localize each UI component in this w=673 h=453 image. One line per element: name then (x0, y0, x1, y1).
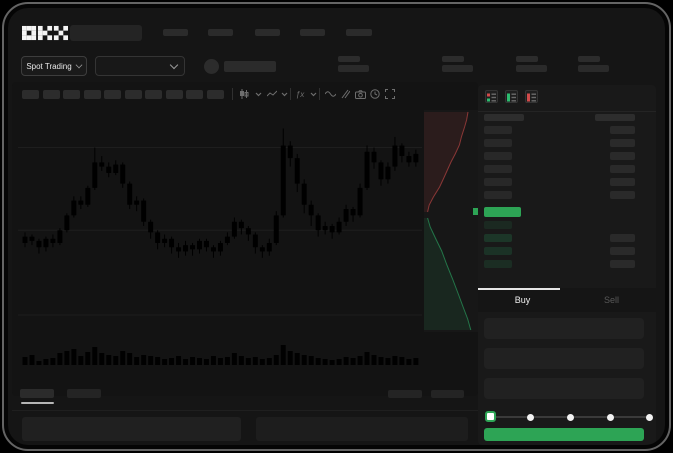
pair-name-placeholder (224, 61, 276, 72)
toolbar-separator (319, 88, 320, 100)
line-type-icon[interactable] (266, 88, 278, 100)
tab-buy[interactable]: Buy (478, 288, 567, 312)
clock-icon[interactable] (369, 88, 381, 100)
price-input[interactable] (484, 318, 644, 339)
orderbook-price-header (484, 114, 524, 121)
percent-slider-handle[interactable] (485, 411, 496, 422)
timeframe-chip[interactable] (83, 90, 101, 99)
divider (478, 111, 656, 112)
bid-amount-placeholder (610, 247, 635, 255)
nav-item-placeholder[interactable] (163, 29, 188, 36)
toolbar-separator (290, 88, 291, 100)
search-input[interactable] (70, 25, 142, 41)
chevron-down-icon[interactable] (252, 88, 264, 100)
market-selector-label: Spot Trading (26, 61, 72, 71)
nav-item-placeholder[interactable] (300, 29, 325, 36)
timeframe-chip[interactable] (124, 90, 142, 99)
bid-price-placeholder[interactable] (484, 234, 512, 242)
timeframe-chip[interactable] (22, 90, 39, 99)
ask-amount-placeholder (610, 164, 635, 173)
timeframe-chip[interactable] (63, 90, 80, 99)
bid-amount-placeholder (610, 234, 635, 242)
ask-price-placeholder[interactable] (484, 164, 512, 173)
pair-coin-avatar (204, 59, 219, 74)
bid-price-placeholder[interactable] (484, 221, 512, 229)
chevron-down-icon[interactable] (307, 88, 319, 100)
trade-tabs: Buy Sell (478, 288, 656, 312)
timeframe-chip[interactable] (206, 90, 224, 99)
orderbook-amount-header (595, 114, 635, 121)
ask-amount-placeholder (610, 125, 635, 134)
chevron-down-icon (75, 61, 83, 68)
timeframe-chip[interactable] (145, 90, 162, 99)
ask-price-placeholder[interactable] (484, 138, 512, 147)
ask-amount-placeholder (610, 190, 635, 199)
total-input[interactable] (484, 378, 644, 399)
timeframe-chip[interactable] (165, 90, 183, 99)
ask-price-placeholder[interactable] (484, 125, 512, 134)
orderbook-buy-view-icon[interactable] (505, 90, 518, 103)
fullscreen-icon[interactable] (384, 88, 396, 100)
divider (12, 410, 478, 411)
slider-stop-100[interactable] (646, 413, 653, 421)
timeframe-chip[interactable] (42, 90, 60, 99)
bid-price-placeholder[interactable] (484, 247, 512, 255)
pair-selector-dropdown[interactable] (95, 56, 185, 76)
ask-price-placeholder[interactable] (484, 177, 512, 186)
bottom-panel-placeholder (256, 417, 468, 441)
toolbar-separator (232, 88, 233, 100)
wave-icon[interactable] (324, 88, 336, 100)
nav-item-placeholder[interactable] (208, 29, 233, 36)
ask-price-placeholder[interactable] (484, 151, 512, 160)
bottom-action-placeholder[interactable] (388, 390, 422, 398)
indicators-fx-icon[interactable]: ƒx (295, 89, 305, 99)
bid-amount-placeholder (610, 260, 635, 268)
active-tab-underline (21, 402, 54, 404)
slider-stop-50[interactable] (567, 413, 574, 421)
timeframe-chip[interactable] (104, 90, 121, 99)
bottom-action-placeholder[interactable] (431, 390, 464, 398)
okx-logo (22, 25, 68, 41)
ask-amount-placeholder (610, 151, 635, 160)
app-window: Spot Trading (8, 8, 665, 445)
chevron-down-icon[interactable] (278, 88, 290, 100)
amount-input[interactable] (484, 348, 644, 369)
chart-panel (12, 82, 478, 396)
candle-type-icon[interactable] (238, 88, 250, 100)
camera-icon[interactable] (354, 88, 366, 100)
ask-amount-placeholder (610, 177, 635, 186)
nav-item-placeholder[interactable] (255, 29, 280, 36)
slider-stop-25[interactable] (527, 413, 534, 421)
candlestick-chart[interactable] (18, 110, 480, 392)
active-tab-underline (478, 288, 560, 290)
nav-item-placeholder[interactable] (346, 29, 372, 36)
tab-sell[interactable]: Sell (603, 295, 619, 305)
ask-price-placeholder[interactable] (484, 190, 512, 199)
ask-amount-placeholder (610, 138, 635, 147)
bottom-tab-active[interactable] (20, 389, 54, 398)
slider-stop-75[interactable] (607, 413, 614, 421)
market-selector-button[interactable]: Spot Trading (21, 56, 87, 76)
buy-submit-button[interactable] (484, 428, 644, 441)
orderbook-split-view-icon[interactable] (485, 90, 498, 103)
last-price-pill[interactable] (484, 207, 521, 217)
orderbook-sell-view-icon[interactable] (525, 90, 538, 103)
bid-price-placeholder[interactable] (484, 260, 512, 268)
bottom-panel-placeholder (22, 417, 241, 441)
drawing-tools-icon[interactable] (339, 88, 351, 100)
trade-sidebar: Buy Sell (478, 85, 656, 445)
timeframe-chip[interactable] (186, 90, 203, 99)
chevron-down-icon (169, 60, 179, 69)
bottom-tab[interactable] (67, 389, 101, 398)
